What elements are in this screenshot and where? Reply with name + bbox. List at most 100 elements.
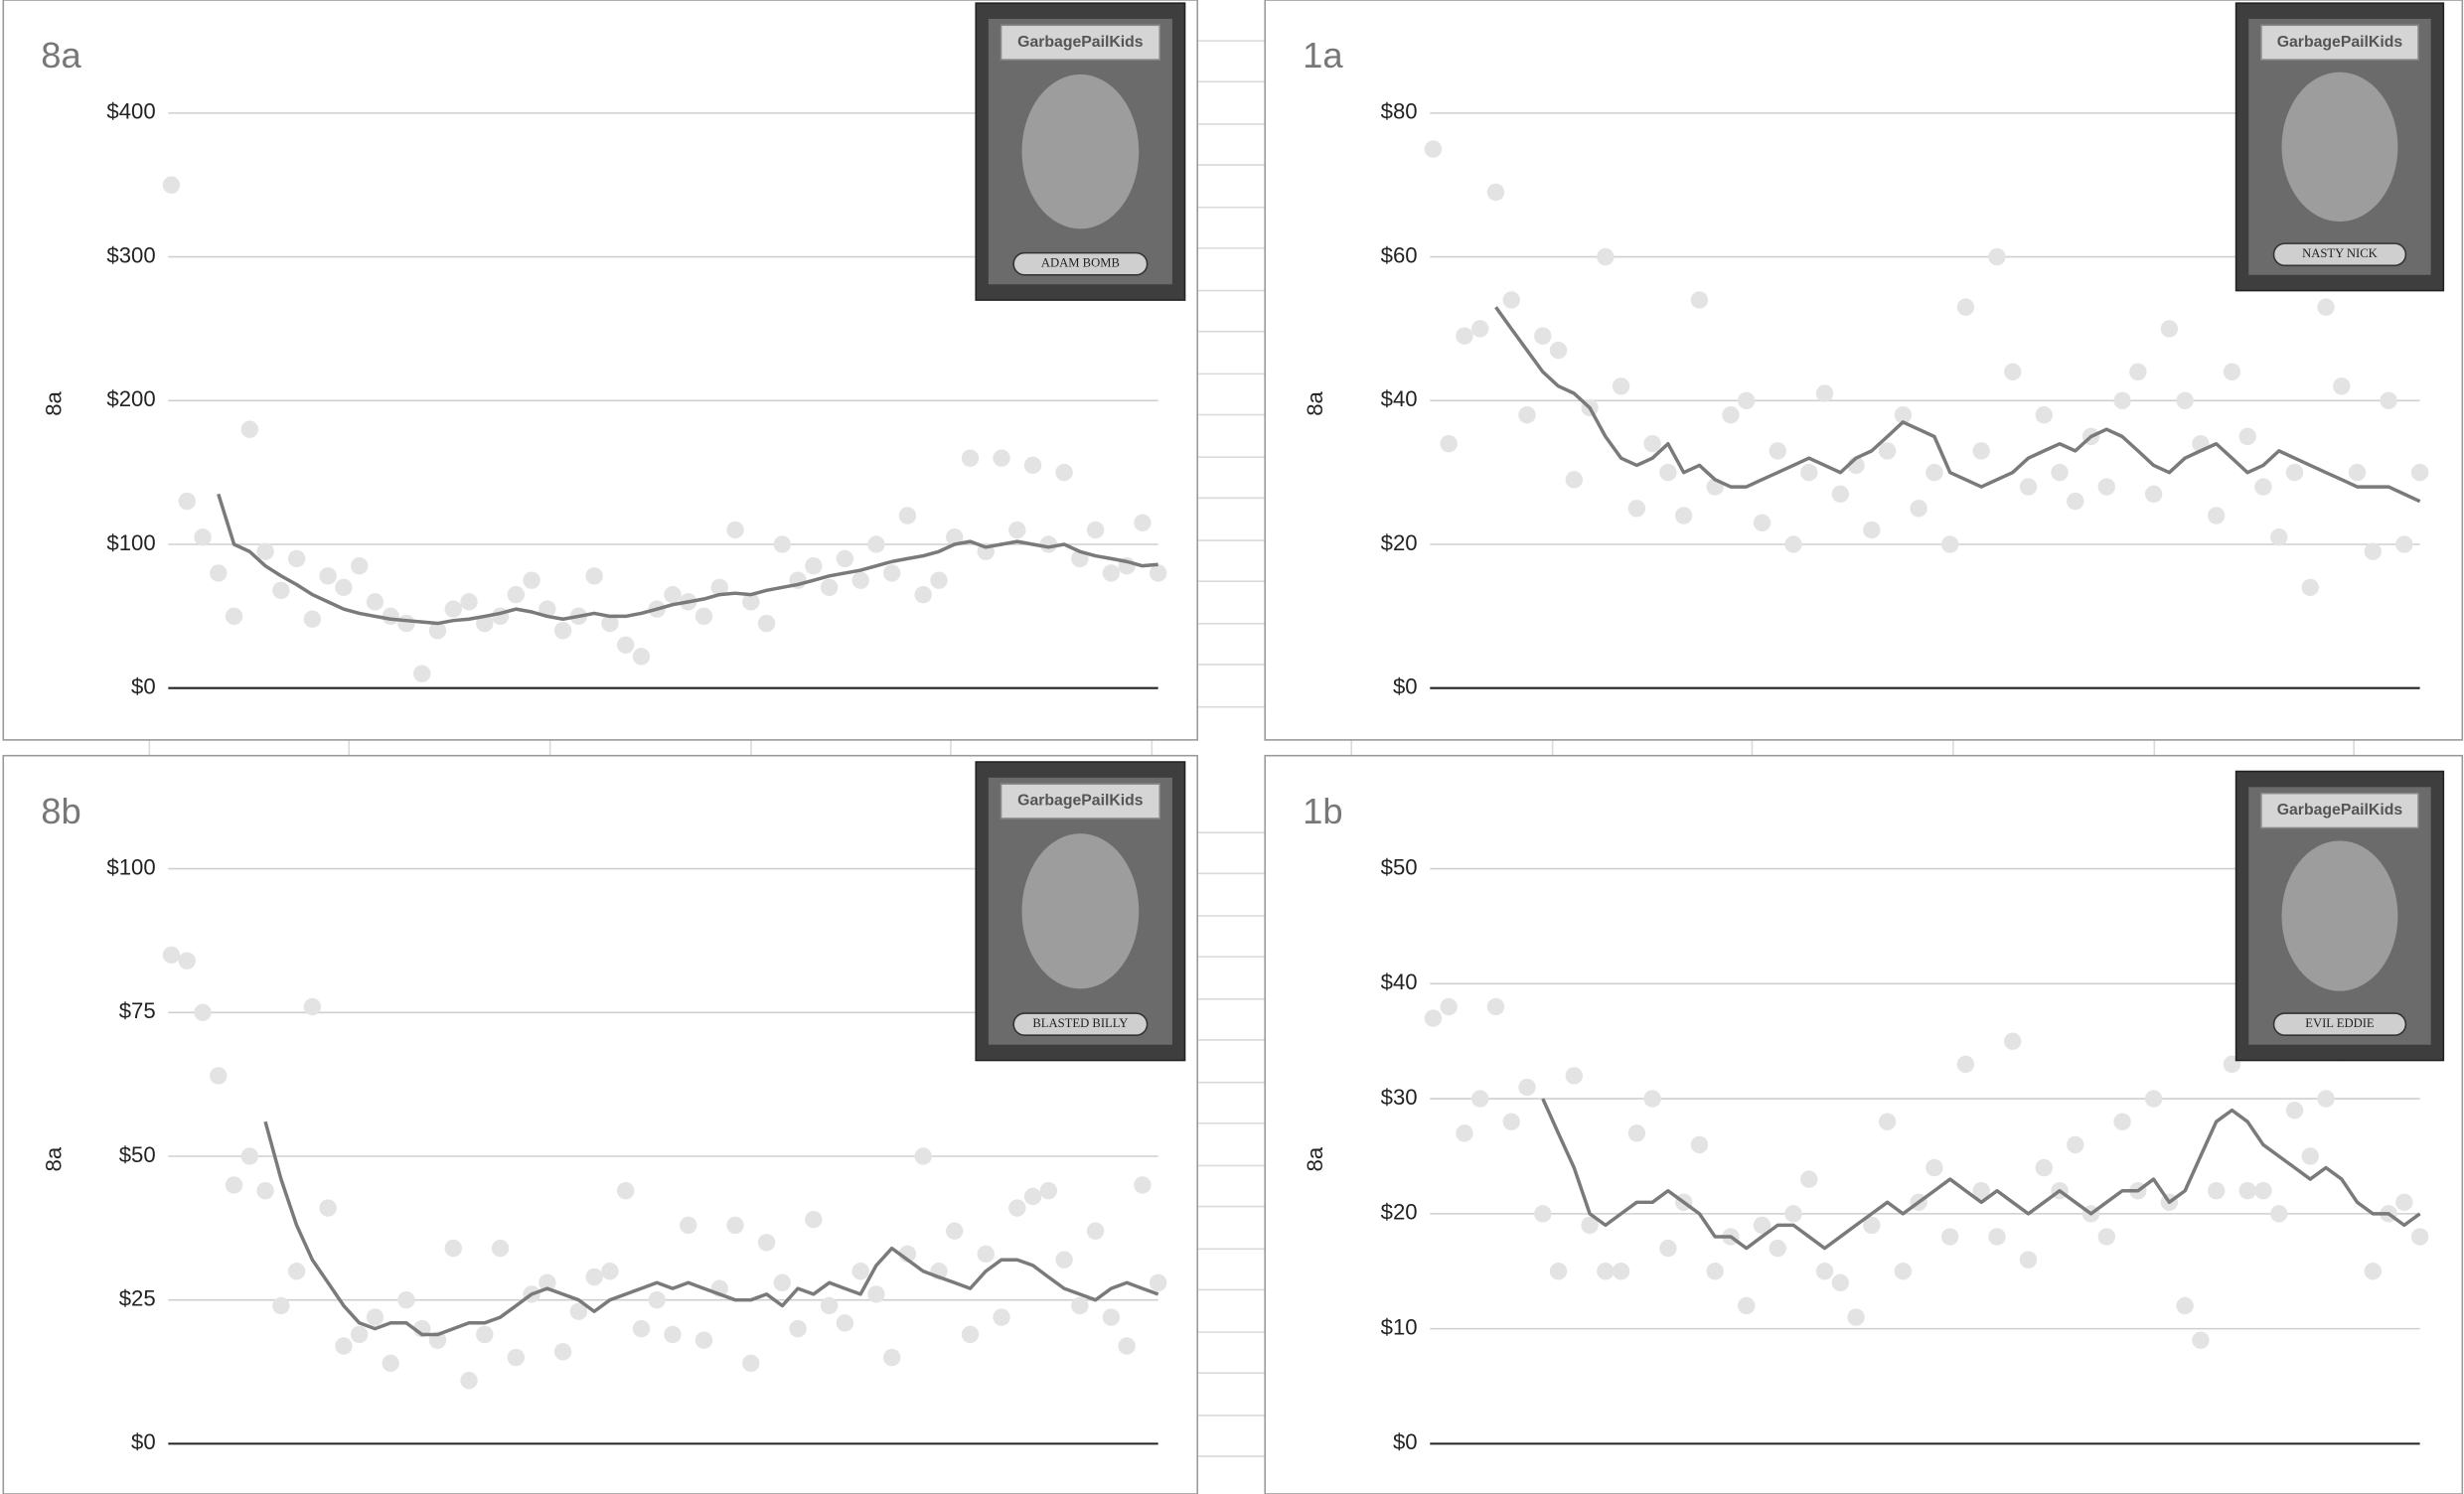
data-point <box>726 1216 744 1235</box>
data-point <box>350 1325 369 1344</box>
data-point <box>256 542 274 560</box>
data-point <box>1800 463 1818 482</box>
data-point <box>1831 1273 1850 1292</box>
data-point <box>773 1273 792 1292</box>
chart-title: 1a <box>1303 35 1343 75</box>
data-point <box>2410 463 2429 482</box>
data-point <box>648 1290 666 1309</box>
data-point <box>867 1285 885 1303</box>
card-logo: GarbagePailKids <box>1017 34 1144 51</box>
data-point <box>1722 406 1740 424</box>
data-point <box>2317 298 2335 316</box>
chart: 8a 8a $0 $100 $200 $300 $400 GarbagePailKids ADA… <box>2 0 1198 741</box>
data-point <box>2285 1101 2304 1120</box>
data-point <box>2192 1331 2210 1349</box>
data-point <box>2144 1090 2163 1108</box>
card-image: GarbagePailKids EVIL EDDIE <box>2234 770 2445 1062</box>
data-point <box>1910 500 1927 518</box>
data-point <box>539 1273 556 1292</box>
data-point <box>1784 1205 1802 1223</box>
y-tick-label: $0 <box>131 1429 156 1454</box>
data-point <box>1518 406 1536 424</box>
data-point <box>303 997 322 1016</box>
card-caption-box <box>2272 242 2407 267</box>
data-point <box>2097 1228 2116 1246</box>
data-point <box>1071 1296 1089 1315</box>
data-point <box>726 521 744 539</box>
data-point <box>287 1263 306 1280</box>
data-point <box>898 507 917 524</box>
data-point <box>993 449 1010 467</box>
data-point <box>162 176 181 194</box>
chart-title: 8a <box>41 35 81 75</box>
data-point <box>2348 463 2367 482</box>
data-point <box>961 449 980 467</box>
data-point <box>664 585 682 604</box>
data-point <box>1659 1239 1677 1258</box>
data-point <box>1659 463 1677 482</box>
data-point <box>335 578 353 597</box>
data-point <box>2395 1193 2413 1211</box>
data-point <box>1471 320 1489 338</box>
y-tick-label: $400 <box>106 99 155 124</box>
data-point <box>1534 327 1552 345</box>
y-tick-label: $50 <box>119 1142 156 1167</box>
data-point <box>977 1245 995 1264</box>
y-tick-label: $25 <box>119 1286 156 1311</box>
data-point <box>1988 247 2006 266</box>
y-tick-label: $100 <box>106 854 155 879</box>
data-point <box>2113 391 2131 409</box>
data-point <box>413 665 431 682</box>
data-point <box>2254 478 2272 496</box>
data-point <box>1738 391 1756 409</box>
y-axis-label: 8a <box>41 1146 66 1171</box>
data-point <box>1102 564 1121 582</box>
card-logo: GarbagePailKids <box>2277 34 2403 51</box>
data-point <box>1055 1251 1073 1269</box>
data-point <box>2270 1205 2288 1223</box>
data-point <box>2004 1032 2022 1050</box>
card-logo-box <box>1000 24 1161 61</box>
data-point <box>1597 247 1615 266</box>
data-point <box>914 585 932 604</box>
data-point <box>1518 1078 1536 1097</box>
data-point <box>1956 1055 1975 1074</box>
y-tick-label: $100 <box>106 530 155 555</box>
trend-line <box>263 1120 1159 1337</box>
data-point <box>2285 463 2304 482</box>
data-point <box>1102 1308 1121 1326</box>
data-point <box>2176 391 2194 409</box>
data-point <box>1055 463 1073 482</box>
data-point <box>2207 1182 2226 1200</box>
data-point <box>1149 564 1167 582</box>
data-point <box>366 593 385 611</box>
data-point <box>507 1348 526 1367</box>
y-tick-label: $0 <box>131 674 156 699</box>
data-point <box>946 1222 964 1240</box>
data-point <box>632 1319 651 1338</box>
data-point <box>2238 1182 2256 1200</box>
data-point <box>2223 363 2241 381</box>
data-point <box>1769 442 1786 460</box>
data-point <box>569 1302 588 1320</box>
data-point <box>256 1182 274 1200</box>
card-caption: EVIL EDDIE <box>2305 1016 2375 1030</box>
data-point <box>366 1308 385 1326</box>
chart: 1b 8a $0 $10 $20 $30 $40 $50 GarbagePailKids EVIL… <box>1264 754 2464 1494</box>
data-point <box>1815 1263 1834 1280</box>
data-point <box>1831 485 1850 504</box>
data-point <box>2207 507 2226 524</box>
data-point <box>1940 1228 1959 1246</box>
data-point <box>882 564 901 582</box>
data-point <box>178 952 196 970</box>
data-point <box>1612 1263 1630 1280</box>
data-point <box>757 614 776 633</box>
data-point <box>1549 341 1568 360</box>
data-point <box>444 600 462 618</box>
chart: 1a 8a $0 $20 $40 $60 $80 GarbagePailKids NASTY N… <box>1264 0 2464 741</box>
data-point <box>1706 1263 1724 1280</box>
data-point <box>1738 1296 1756 1315</box>
data-point <box>1565 471 1584 489</box>
data-point <box>616 1182 635 1200</box>
